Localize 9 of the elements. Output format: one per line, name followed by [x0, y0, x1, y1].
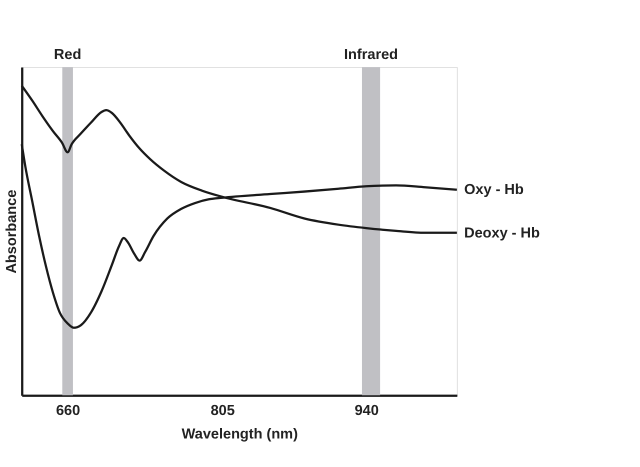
series-label: Deoxy - Hb — [464, 225, 540, 242]
x-tick-label: 805 — [210, 402, 235, 419]
y-axis-title: Absorbance — [4, 190, 20, 274]
x-tick-label: 940 — [354, 402, 379, 419]
x-tick-label: 660 — [56, 402, 80, 419]
band-label: Red — [54, 46, 82, 63]
x-axis-title: Wavelength (nm) — [182, 426, 298, 442]
band-label: Infrared — [344, 46, 398, 63]
series-label: Oxy - Hb — [464, 182, 524, 198]
